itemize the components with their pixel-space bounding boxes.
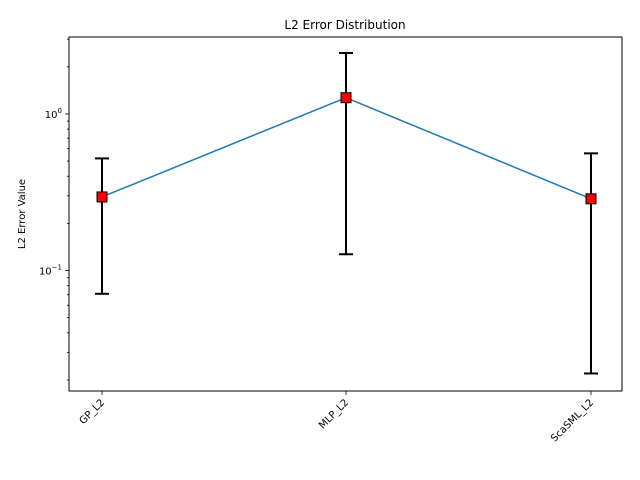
y-tick-label: 100 <box>45 107 62 121</box>
y-tick-label: 10−1 <box>39 264 62 278</box>
data-point-marker <box>585 193 597 205</box>
data-point-marker <box>340 92 352 104</box>
chart-title: L2 Error Distribution <box>284 18 405 32</box>
y-axis-label: L2 Error Value <box>17 179 28 249</box>
data-point-marker <box>96 191 108 203</box>
plot-frame <box>68 36 623 392</box>
